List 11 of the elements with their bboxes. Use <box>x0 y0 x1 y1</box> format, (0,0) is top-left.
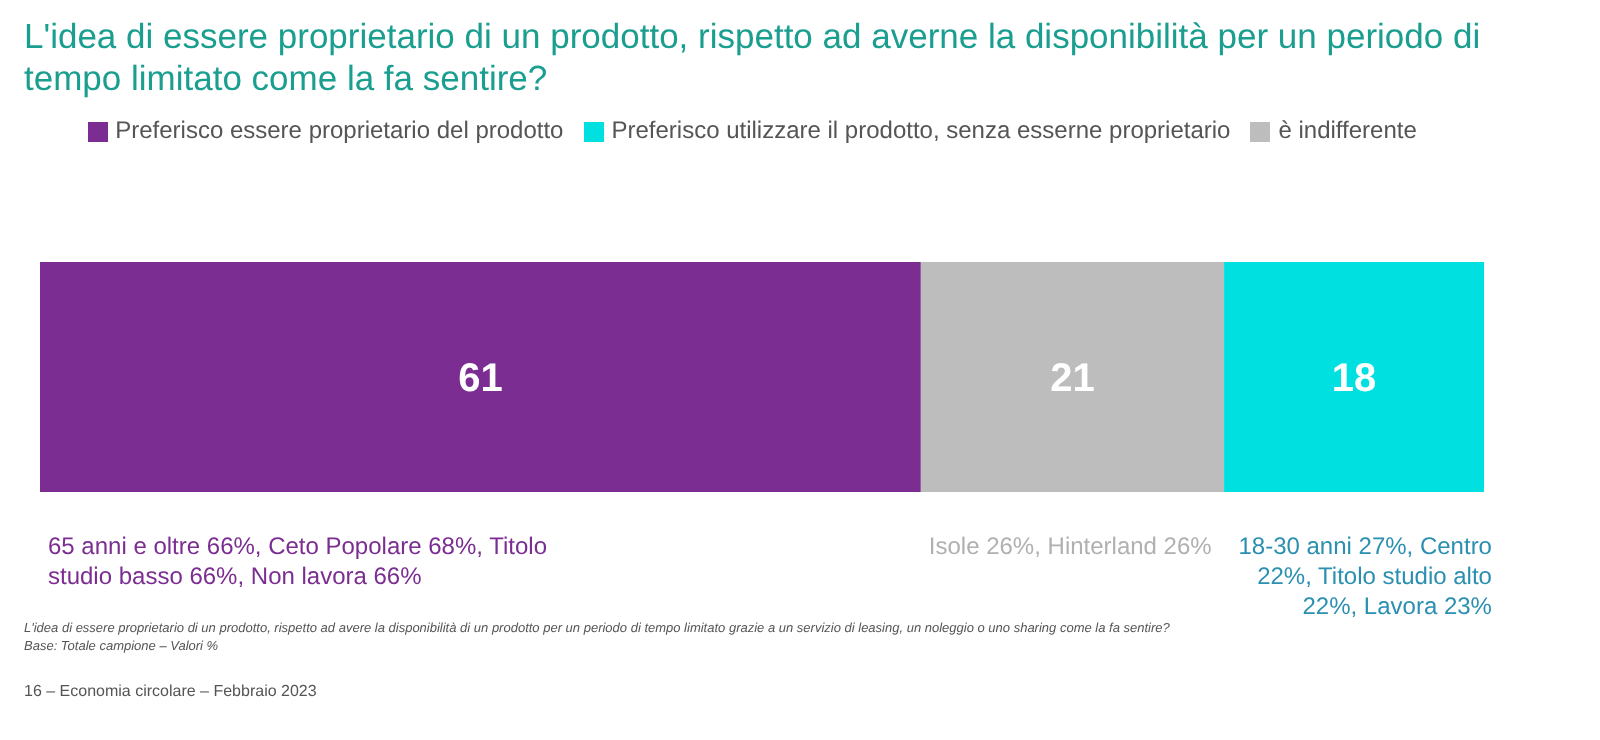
data-label: 18 <box>1331 357 1377 402</box>
text: 18-30 anni 27%, Centro 22%, Titolo studio alto 22%, Lavora 23% <box>1236 532 1492 622</box>
text: Isole 26%, Hinterland 26% <box>928 532 1212 560</box>
data-label: 61 <box>458 357 503 402</box>
data-label: 21 <box>1050 357 1095 402</box>
legend-label: Preferisco utilizzare il prodotto, senza esserne proprietario <box>611 116 1231 144</box>
chart-title: L'idea di essere proprietario di un prodotto, rispetto ad averne la disponibilità per un periodo di tempo limitato come la fa sentire? <box>24 16 1483 100</box>
legend-label: Preferisco essere proprietario del prodotto <box>115 116 564 144</box>
text: 65 anni e oltre 66%, Ceto Popolare 68%, Titolo studio basso 66%, Non lavora 66% <box>48 532 549 592</box>
legend-label: è indifferente <box>1278 116 1417 144</box>
text: 16 – Economia circolare – Febbraio 2023 <box>24 682 317 700</box>
